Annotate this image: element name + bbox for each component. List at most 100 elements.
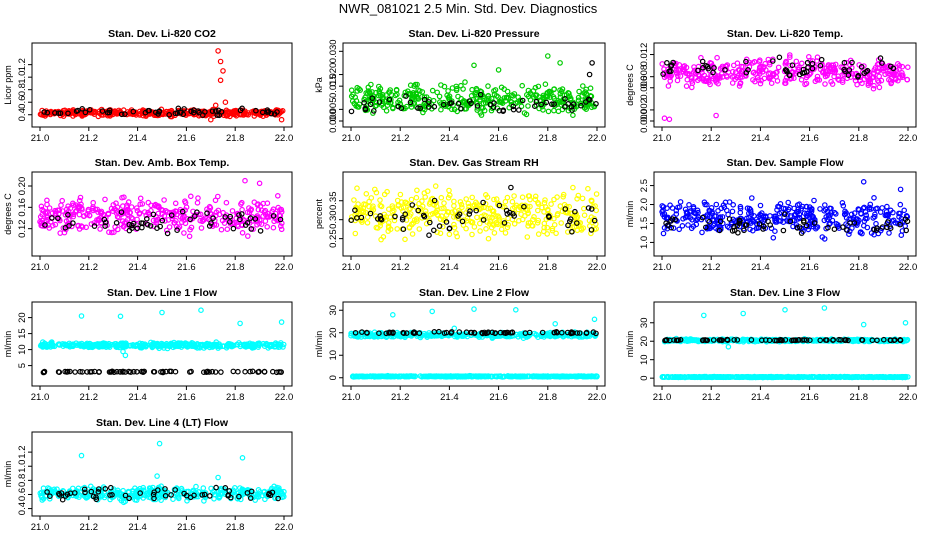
data-point [390, 105, 396, 112]
data-point [522, 213, 528, 219]
panel-3: Stan. Dev. Li-820 Temp.21.0 21.2 21.4 21.6 2… [625, 28, 917, 144]
data-point [570, 112, 576, 119]
data-point [879, 205, 886, 211]
data-point [218, 109, 225, 115]
data-point [407, 82, 414, 89]
data-point [711, 65, 717, 71]
data-point [370, 108, 377, 114]
data-point [235, 368, 241, 375]
data-point [809, 60, 816, 67]
data-point [377, 197, 383, 203]
data-point [46, 205, 53, 211]
data-point [41, 109, 48, 115]
data-point [209, 108, 216, 114]
data-point [168, 212, 175, 219]
data-point [270, 213, 277, 219]
data-point [677, 199, 684, 205]
y-tick-label: 0.000 [328, 109, 339, 133]
data-point [471, 62, 477, 69]
data-point [495, 94, 502, 100]
data-point [270, 224, 277, 231]
x-tick-label: 21.4 [440, 262, 459, 273]
data-point [775, 64, 782, 71]
data-point [99, 108, 106, 114]
data-point [579, 83, 586, 89]
data-point [707, 81, 713, 88]
data-point [896, 66, 902, 72]
data-point [166, 224, 173, 230]
data-point [505, 95, 512, 102]
data-point [770, 235, 777, 241]
data-points [348, 306, 600, 380]
data-point [76, 211, 83, 218]
x-tick-label: 21.2 [80, 262, 99, 273]
data-point [383, 108, 390, 114]
data-point [519, 82, 526, 89]
data-point [165, 217, 172, 223]
data-point [218, 369, 224, 375]
data-point [239, 211, 245, 217]
data-point [765, 74, 772, 81]
x-tick-label: 21.6 [489, 133, 508, 144]
data-point [278, 319, 285, 325]
data-point [425, 104, 432, 110]
data-point [463, 196, 470, 202]
y-axis-label: ml/min [314, 331, 324, 358]
data-point [558, 220, 565, 226]
data-point [174, 227, 180, 234]
x-tick-label: 22.0 [588, 392, 607, 403]
data-point [55, 110, 62, 117]
data-point [164, 227, 170, 234]
x-tick-label: 22.0 [275, 262, 294, 273]
data-point [86, 212, 93, 219]
data-point [277, 223, 284, 229]
data-point [884, 203, 890, 210]
data-point [394, 197, 401, 204]
data-point [474, 214, 480, 221]
data-point [776, 54, 783, 61]
data-point [679, 223, 686, 229]
data-point [392, 92, 399, 99]
data-point [256, 220, 262, 227]
data-point [712, 77, 719, 84]
data-point [220, 209, 226, 216]
data-point [198, 225, 205, 231]
y-axis-label: kPa [314, 77, 324, 93]
data-point [217, 58, 224, 65]
data-point [436, 93, 443, 100]
data-point [227, 219, 233, 225]
data-point [509, 198, 516, 205]
data-point [865, 80, 872, 87]
y-axis-label: ml/min [3, 331, 13, 358]
data-point [793, 58, 800, 65]
data-point [441, 200, 447, 206]
x-tick-label: 21.4 [128, 262, 147, 273]
data-point [665, 83, 672, 89]
data-point [408, 196, 415, 203]
data-point [901, 207, 908, 214]
data-point [843, 59, 850, 66]
data-point [471, 306, 477, 312]
data-point [579, 195, 586, 202]
data-point [688, 75, 695, 81]
data-point [436, 99, 443, 105]
data-point [786, 54, 793, 61]
data-point [552, 320, 559, 327]
data-point [874, 68, 881, 74]
data-point [128, 215, 135, 221]
data-point [393, 86, 400, 93]
y-tick-label: 0.015 [328, 74, 339, 98]
data-point [460, 86, 466, 92]
data-point [75, 107, 81, 114]
data-point [752, 78, 758, 85]
data-point [118, 221, 124, 228]
data-point [557, 60, 563, 66]
y-tick-label: 0.25 [328, 229, 339, 248]
data-point [86, 107, 93, 113]
data-point [411, 83, 418, 89]
data-point [859, 80, 865, 87]
data-point [278, 116, 285, 123]
data-point [852, 77, 859, 84]
